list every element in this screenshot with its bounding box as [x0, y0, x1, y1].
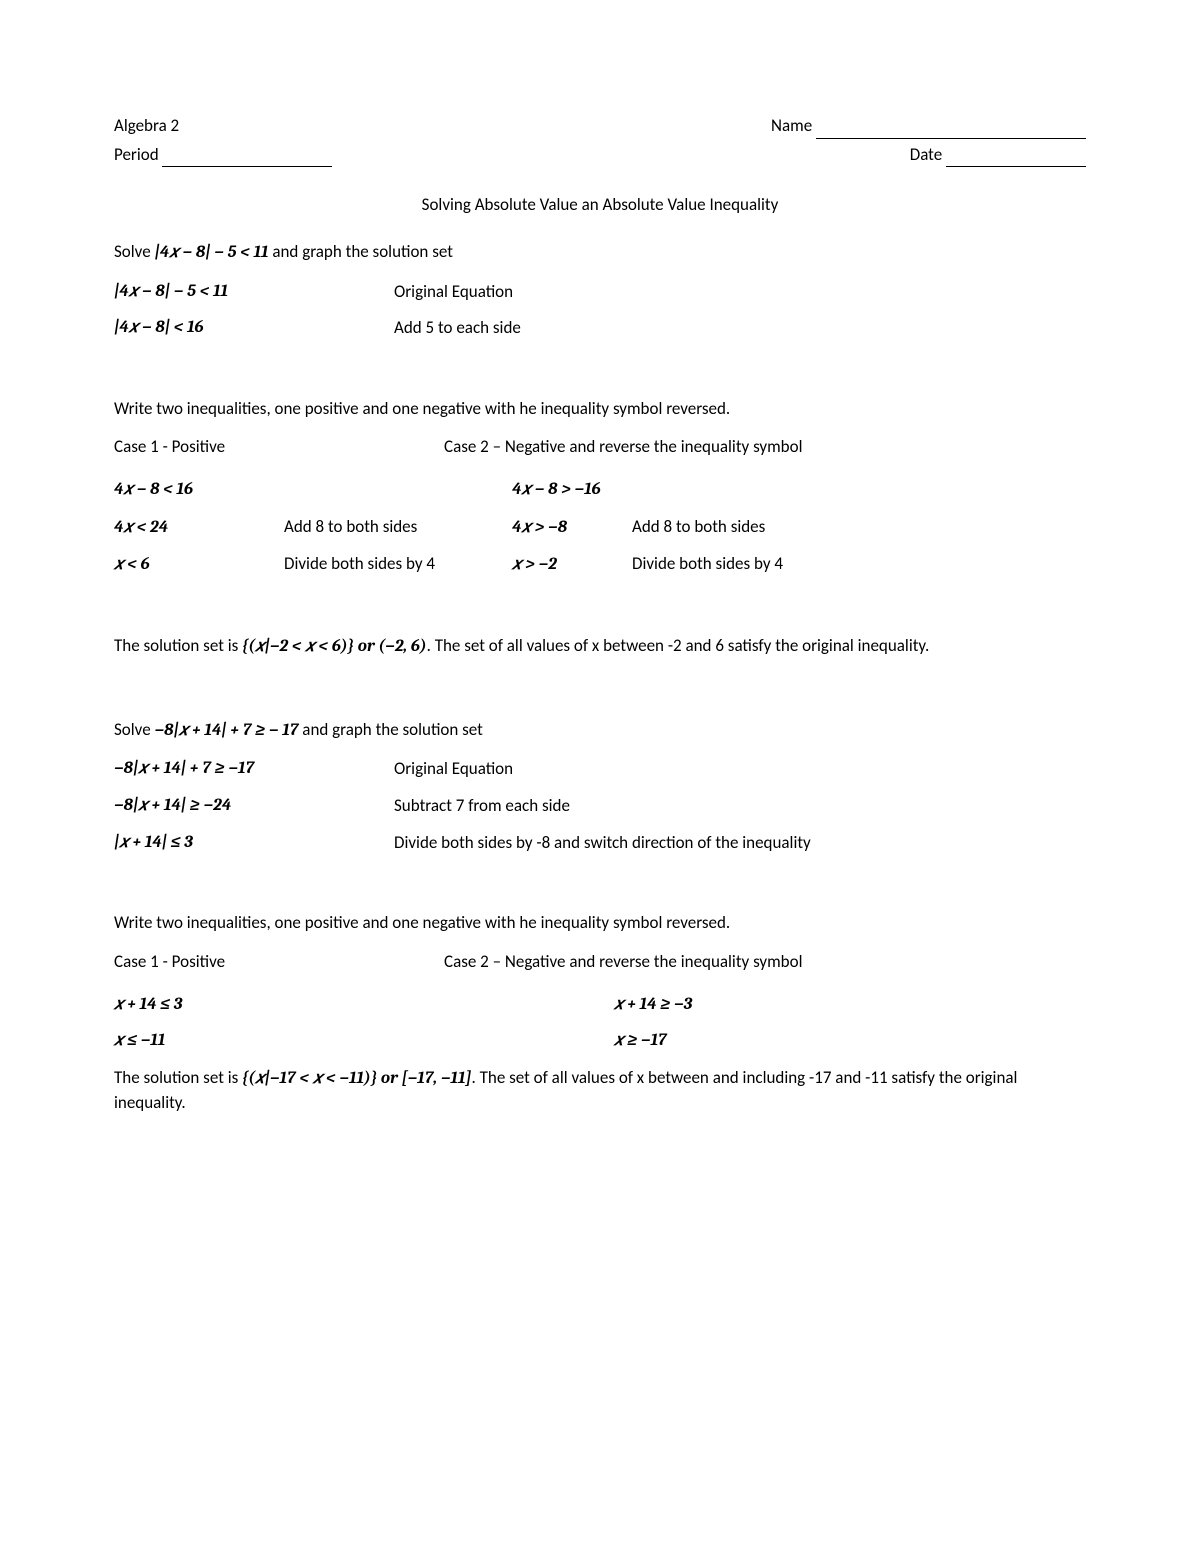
- header-row-1: Algebra 2 Name: [114, 114, 1086, 139]
- p1-r1-c3: 4𝑥 − 8 > −16: [512, 478, 632, 503]
- p1-step-1-math: |4𝑥 − 8| − 5 < 11: [114, 280, 394, 305]
- p2-case-headers: Case 1 - Positive Case 2 – Negative and …: [114, 950, 1086, 975]
- p1-case-headers: Case 1 - Positive Case 2 – Negative and …: [114, 435, 1086, 460]
- p1-row-1: 4𝑥 − 8 < 16 4𝑥 − 8 > −16: [114, 478, 1086, 503]
- p2-r1-c3: 𝑥 + 14 ≥ −3: [614, 993, 734, 1018]
- header-row-2: Period Date: [114, 143, 1086, 168]
- p1-r2-c4: Add 8 to both sides: [632, 515, 765, 540]
- worksheet-page: Algebra 2 Name Period Date Solving Absol…: [0, 0, 1200, 1190]
- p1-r2-c1: 4𝑥 < 24: [114, 516, 284, 541]
- p2-r1-c1: 𝑥 + 14 ≤ 3: [114, 993, 284, 1018]
- p1-r1-c1: 4𝑥 − 8 < 16: [114, 478, 284, 503]
- p1-soln-pre: The solution set is: [114, 635, 242, 656]
- p1-row-2: 4𝑥 < 24 Add 8 to both sides 4𝑥 > −8 Add …: [114, 515, 1086, 541]
- date-field: Date: [910, 143, 1086, 168]
- p1-r3-c1: 𝑥 < 6: [114, 553, 284, 578]
- period-blank[interactable]: [162, 149, 332, 168]
- p2-row-1: 𝑥 + 14 ≤ 3 𝑥 + 14 ≥ −3: [114, 993, 1086, 1018]
- p1-prompt-pre: Solve: [114, 241, 155, 262]
- p2-prompt: Solve −8|𝑥 + 14| + 7 ≥ − 17 and graph th…: [114, 718, 1086, 744]
- period-label: Period: [114, 144, 159, 165]
- p1-r3-c2: Divide both sides by 4: [284, 552, 512, 577]
- p2-step-2-math: −8|𝑥 + 14| ≥ −24: [114, 794, 394, 819]
- p2-step-2-desc: Subtract 7 from each side: [394, 794, 570, 819]
- p1-soln-math: {(𝑥|−2 < 𝑥 < 6)} or (−2, 6): [242, 637, 426, 656]
- p2-step-2: −8|𝑥 + 14| ≥ −24 Subtract 7 from each si…: [114, 794, 1086, 819]
- p1-row-3: 𝑥 < 6 Divide both sides by 4 𝑥 > −2 Divi…: [114, 552, 1086, 578]
- p2-soln-math: {(𝑥|−17 < 𝑥 < −11)} or [−17, −11]: [242, 1069, 471, 1088]
- p1-r2-c2: Add 8 to both sides: [284, 515, 512, 540]
- p1-case1-header: Case 1 - Positive: [114, 435, 444, 460]
- p2-solution: The solution set is {(𝑥|−17 < 𝑥 < −11)} …: [114, 1066, 1086, 1116]
- p1-split-text: Write two inequalities, one positive and…: [114, 397, 1086, 422]
- p1-case2-header: Case 2 – Negative and reverse the inequa…: [444, 435, 802, 460]
- name-field: Name: [771, 114, 1086, 139]
- p1-step-2-math: |4𝑥 − 8| < 16: [114, 316, 394, 341]
- course-label: Algebra 2: [114, 114, 179, 139]
- p1-r3-c4: Divide both sides by 4: [632, 552, 783, 577]
- p1-step-2: |4𝑥 − 8| < 16 Add 5 to each side: [114, 316, 1086, 341]
- p2-case1-header: Case 1 - Positive: [114, 950, 444, 975]
- worksheet-title: Solving Absolute Value an Absolute Value…: [114, 193, 1086, 218]
- p2-step-1-math: −8|𝑥 + 14| + 7 ≥ −17: [114, 757, 394, 782]
- p1-r3-c3: 𝑥 > −2: [512, 553, 632, 578]
- p2-step-3: |𝑥 + 14| ≤ 3 Divide both sides by -8 and…: [114, 831, 1086, 856]
- p1-prompt: Solve |4𝑥 − 8| − 5 < 11 and graph the so…: [114, 240, 1086, 266]
- p1-prompt-math: |4𝑥 − 8| − 5 < 11: [155, 243, 269, 262]
- p2-step-1-desc: Original Equation: [394, 757, 513, 782]
- p2-case2-header: Case 2 – Negative and reverse the inequa…: [444, 950, 802, 975]
- name-label: Name: [771, 115, 812, 136]
- name-blank[interactable]: [816, 120, 1086, 139]
- p1-prompt-post: and graph the solution set: [269, 241, 453, 262]
- p2-r2-c1: 𝑥 ≤ −11: [114, 1029, 284, 1054]
- p2-soln-pre: The solution set is: [114, 1067, 242, 1088]
- p2-prompt-math: −8|𝑥 + 14| + 7 ≥ − 17: [155, 721, 299, 740]
- p2-step-3-math: |𝑥 + 14| ≤ 3: [114, 831, 394, 856]
- p2-row-2: 𝑥 ≤ −11 𝑥 ≥ −17: [114, 1029, 1086, 1054]
- date-blank[interactable]: [946, 149, 1086, 168]
- p1-soln-post: . The set of all values of x between -2 …: [427, 635, 930, 656]
- p1-step-1-desc: Original Equation: [394, 280, 513, 305]
- p1-step-2-desc: Add 5 to each side: [394, 316, 521, 341]
- p2-step-3-desc: Divide both sides by -8 and switch direc…: [394, 831, 811, 856]
- p1-r2-c3: 4𝑥 > −8: [512, 516, 632, 541]
- p2-split-text: Write two inequalities, one positive and…: [114, 911, 1086, 936]
- p2-prompt-pre: Solve: [114, 719, 155, 740]
- p1-step-1: |4𝑥 − 8| − 5 < 11 Original Equation: [114, 280, 1086, 305]
- period-field: Period: [114, 143, 332, 168]
- p2-prompt-post: and graph the solution set: [298, 719, 482, 740]
- p2-r2-c3: 𝑥 ≥ −17: [614, 1029, 734, 1054]
- p1-solution: The solution set is {(𝑥|−2 < 𝑥 < 6)} or …: [114, 634, 1086, 660]
- p2-step-1: −8|𝑥 + 14| + 7 ≥ −17 Original Equation: [114, 757, 1086, 782]
- date-label: Date: [910, 144, 942, 165]
